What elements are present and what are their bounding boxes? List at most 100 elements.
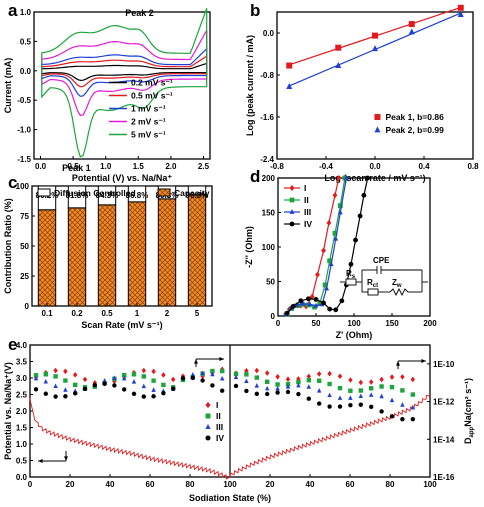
- legend-marker: [374, 126, 381, 133]
- diffusion-point-discharge: [131, 372, 137, 377]
- diffusion-point-charge: [348, 395, 353, 400]
- y-tick-label: 50: [266, 278, 275, 287]
- data-point: [328, 261, 334, 267]
- bar-diffusion: [67, 185, 87, 209]
- data-point: [286, 62, 293, 69]
- y-tick-label: 50: [20, 242, 29, 251]
- data-point: [365, 175, 371, 181]
- y-tick-label: 0.0: [16, 473, 28, 482]
- data-point: [333, 235, 339, 241]
- data-point: [361, 192, 367, 198]
- legend-marker: [289, 221, 295, 227]
- data-point: [457, 11, 464, 18]
- diffusion-point-charge: [327, 404, 332, 409]
- x-tick-label: 2.5: [198, 162, 210, 171]
- warburg-element: [389, 287, 409, 297]
- x-tick-label: 0: [28, 480, 33, 489]
- diffusion-point-discharge: [141, 383, 146, 389]
- diffusion-point-discharge: [190, 375, 195, 381]
- diffusion-point-discharge: [161, 382, 166, 388]
- y-tick-label: -0.5: [17, 96, 31, 105]
- equivalent-circuit: CPE Rs Rct Zw: [340, 256, 428, 297]
- x-tick-label: 80: [386, 480, 395, 489]
- rs-label: Rs: [346, 269, 356, 280]
- diffusion-point-charge: [296, 379, 301, 385]
- data-point: [313, 302, 319, 308]
- diffusion-point-charge: [254, 383, 259, 388]
- diffusion-point-discharge: [131, 391, 137, 397]
- diffusion-point-charge: [327, 370, 332, 377]
- x-tick-label: 0.4: [418, 162, 430, 171]
- y-right-axis-label: DappNa(cm² s⁻¹): [463, 378, 475, 444]
- legend-label: 2 mV s⁻¹: [131, 117, 166, 127]
- data-point: [344, 175, 349, 180]
- diffusion-point-discharge: [131, 379, 137, 384]
- y-right-tick-label: 1E-12: [433, 398, 455, 407]
- y-tick-label: -1.0: [17, 126, 31, 135]
- diffusion-point-charge: [348, 388, 353, 393]
- data-point: [300, 300, 306, 306]
- y-right-axis-sub: app: [469, 426, 475, 437]
- diffusion-point-discharge: [43, 378, 48, 384]
- y-tick-label: 3.5: [16, 358, 28, 367]
- diffusion-point-charge: [254, 367, 259, 374]
- data-point: [306, 296, 311, 302]
- diffusion-point-discharge: [102, 381, 107, 386]
- data-point: [284, 310, 290, 316]
- bar-capacity: [67, 207, 87, 307]
- panel-label: b: [250, 1, 260, 20]
- discharge-curve: [29, 397, 231, 480]
- bar-diffusion: [97, 185, 117, 206]
- x-tick-label: 100: [347, 319, 361, 328]
- arrow-up-left-head: [194, 359, 198, 364]
- diffusion-point-charge: [306, 384, 311, 389]
- diffusion-point-discharge: [151, 394, 156, 399]
- data-point: [321, 300, 326, 306]
- legend-label: IV: [304, 219, 312, 229]
- diffusion-point-charge: [244, 372, 249, 377]
- y-tick-label: 0.0: [263, 29, 275, 38]
- legend-marker: [289, 197, 295, 203]
- diffusion-point-discharge: [151, 378, 156, 383]
- legend-label: 0.2 mV s⁻¹: [131, 78, 173, 88]
- y-axis-label: Contribution Ratio (%): [3, 198, 13, 293]
- data-point: [332, 192, 338, 199]
- diffusion-point-charge: [400, 416, 405, 422]
- diffusion-point-discharge: [190, 372, 195, 377]
- diffusion-point-charge: [337, 395, 343, 400]
- diffusion-point-charge: [400, 402, 405, 407]
- panel-label: d: [250, 167, 260, 186]
- diffusion-point-charge: [369, 404, 374, 410]
- diffusion-point-discharge: [82, 386, 88, 392]
- y-tick-label: 0.5: [20, 37, 32, 46]
- data-point: [335, 61, 342, 68]
- nyquist-line-2: [285, 177, 347, 315]
- legend-label: Peak 1, b=0.86: [385, 112, 444, 122]
- charge-curve: [229, 394, 431, 478]
- y-tick-label: 75: [20, 212, 29, 221]
- diffusion-point-charge: [275, 390, 280, 395]
- diffusion-point-charge: [254, 375, 259, 380]
- diffusion-point-charge: [410, 404, 415, 410]
- diffusion-point-discharge: [63, 368, 68, 375]
- legend-label: 0.5 mV s⁻¹: [131, 91, 173, 101]
- diffusion-point-discharge: [43, 391, 48, 396]
- panel-label: c: [8, 173, 17, 192]
- diffusion-point-discharge: [151, 387, 156, 392]
- data-point: [337, 203, 343, 208]
- panel-d: d 0 50 100 150 200 0 50 100 150 200 Z' (Ohm) -Z'' (O…: [244, 167, 437, 340]
- y-right-axis-unit: Na(cm² s⁻¹): [463, 378, 473, 427]
- data-point: [408, 28, 415, 35]
- data-point: [321, 247, 326, 254]
- diffusion-point-discharge: [53, 374, 58, 379]
- x-tick-label: 80: [186, 480, 195, 489]
- diffusion-point-discharge: [53, 367, 58, 374]
- diffusion-point-discharge: [63, 378, 68, 383]
- arrow-right-right-head: [421, 359, 426, 363]
- diffusion-point-charge: [275, 382, 280, 387]
- x-tick-label: 50: [312, 319, 321, 328]
- x-tick-label: 1: [135, 309, 140, 318]
- y-tick-label: 200: [262, 174, 276, 183]
- x-tick-label: 0.2: [71, 309, 83, 318]
